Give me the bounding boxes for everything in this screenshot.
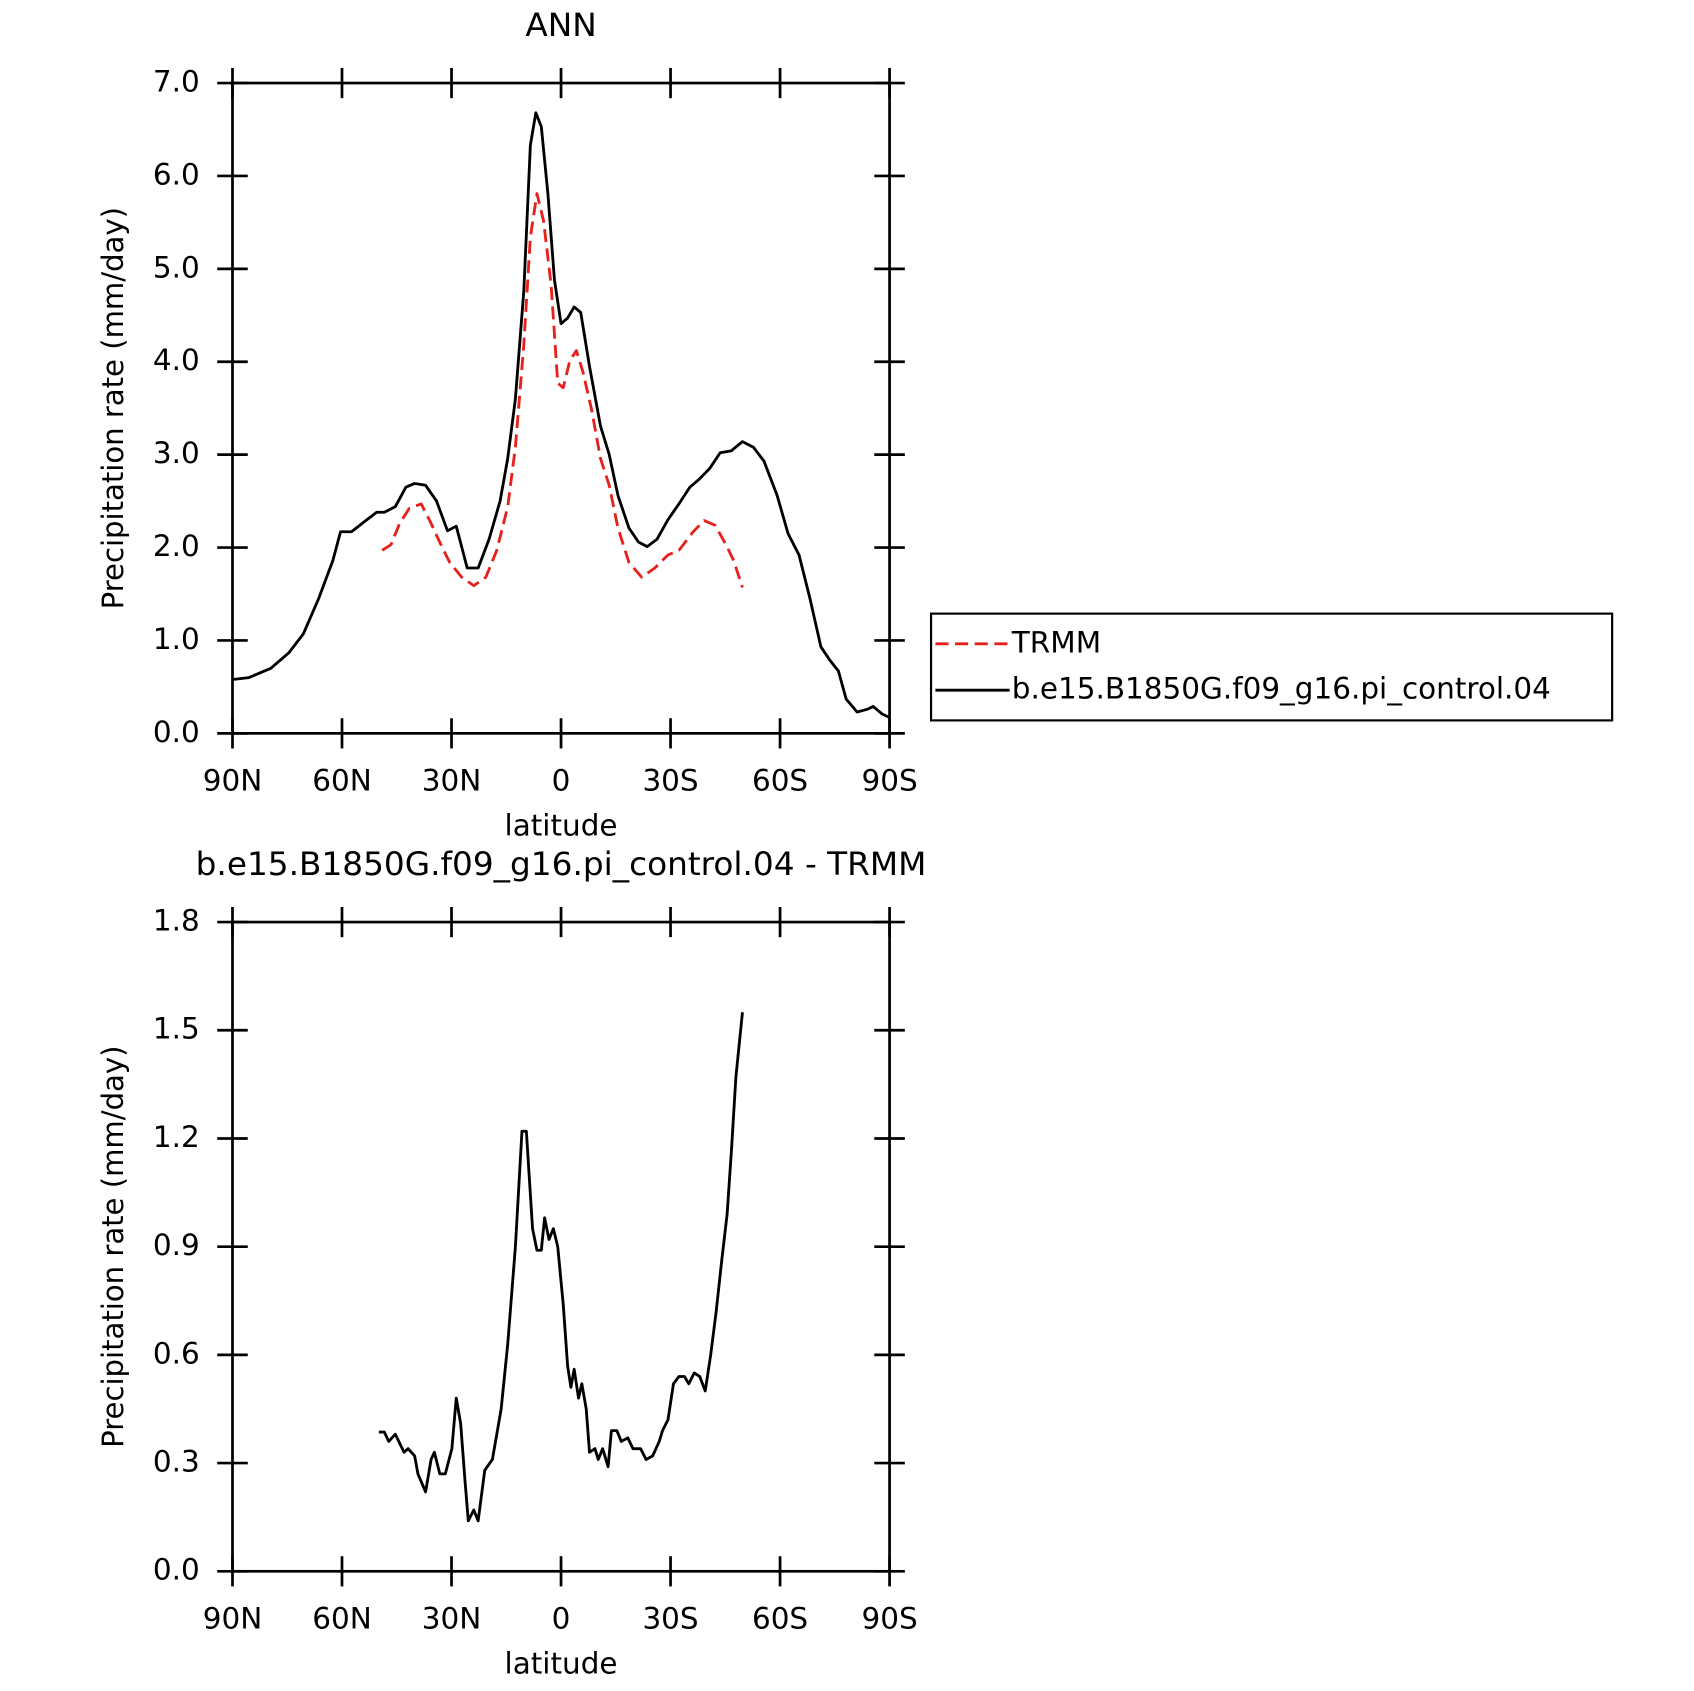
x-tick-label: 90S [861, 1601, 917, 1635]
x-tick-label: 90N [203, 1601, 263, 1635]
legend-label: b.e15.B1850G.f09_g16.pi_control.04 [1012, 672, 1551, 706]
x-tick-label: 60N [312, 1601, 372, 1635]
chart-title: b.e15.B1850G.f09_g16.pi_control.04 - TRM… [196, 845, 927, 883]
x-tick-label: 30S [642, 763, 698, 797]
y-tick-label: 1.0 [153, 622, 200, 656]
x-tick-label: 0 [552, 1601, 571, 1635]
x-tick-label: 0 [552, 763, 571, 797]
y-tick-label: 2.0 [153, 529, 200, 563]
y-tick-label: 0.0 [153, 715, 200, 749]
x-tick-label: 30S [642, 1601, 698, 1635]
chart-title: ANN [525, 6, 596, 44]
x-axis-label: latitude [505, 809, 618, 843]
y-tick-label: 6.0 [153, 158, 200, 192]
x-tick-label: 60S [752, 763, 808, 797]
plot-frame [231, 81, 891, 735]
x-tick-label: 90N [203, 763, 263, 797]
x-tick-label: 30N [422, 763, 482, 797]
x-tick-label: 30N [422, 1601, 482, 1635]
y-tick-label: 1.2 [153, 1120, 200, 1154]
x-tick-label: 60N [312, 763, 372, 797]
y-tick-label: 0.0 [153, 1553, 200, 1587]
y-tick-label: 5.0 [153, 250, 200, 284]
y-tick-label: 7.0 [153, 65, 200, 99]
plot-frame [231, 920, 891, 1573]
y-axis-label: Precipitation rate (mm/day) [96, 207, 130, 609]
y-tick-label: 1.5 [153, 1012, 200, 1046]
y-tick-label: 0.9 [153, 1228, 200, 1262]
x-tick-label: 60S [752, 1601, 808, 1635]
y-tick-label: 1.8 [153, 904, 200, 938]
legend-label: TRMM [1011, 625, 1101, 659]
y-tick-label: 0.6 [153, 1336, 200, 1370]
y-tick-label: 0.3 [153, 1445, 200, 1479]
x-axis-label: latitude [505, 1647, 618, 1681]
y-tick-label: 3.0 [153, 436, 200, 470]
y-tick-label: 4.0 [153, 343, 200, 377]
series-line [232, 111, 891, 719]
series-line [381, 192, 744, 588]
y-axis-label: Precipitation rate (mm/day) [96, 1046, 130, 1448]
legend-box [929, 612, 1614, 722]
series-line [378, 1012, 744, 1523]
x-tick-label: 90S [861, 763, 917, 797]
